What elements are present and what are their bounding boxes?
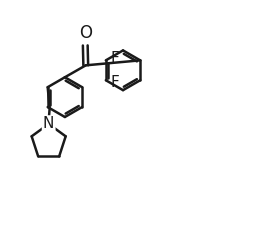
Text: O: O [79,25,92,42]
Text: F: F [111,75,120,90]
Text: N: N [43,117,54,132]
Text: F: F [111,51,120,66]
